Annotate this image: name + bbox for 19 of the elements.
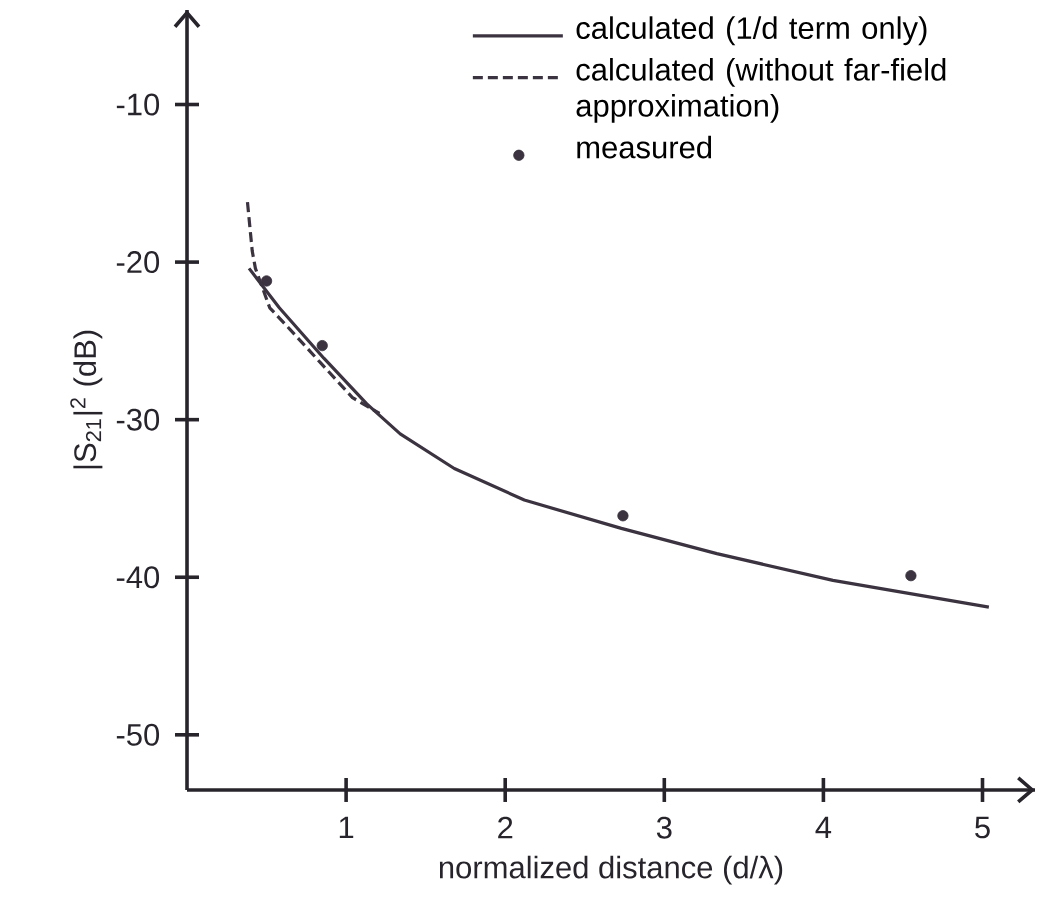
point <box>260 275 273 287</box>
point <box>617 510 629 522</box>
x-tick-label: 2 <box>498 816 513 839</box>
y-axis-title: |S$_{21}$|$^{2}$ (dB) <box>70 330 103 469</box>
y-tick-label: -40 <box>116 566 160 589</box>
y-tick-label: -20 <box>116 251 160 274</box>
x-tick-label: 1 <box>339 816 354 839</box>
legend-label: calculated (without far-field approximation) <box>576 57 946 123</box>
point <box>905 570 917 582</box>
legend-label: measured <box>577 135 712 159</box>
y-tick-label: -10 <box>116 93 160 116</box>
x-tick-label: 5 <box>975 816 990 839</box>
legend-label: calculated (1/d term only) <box>576 16 927 46</box>
y-tick-label: -30 <box>116 408 160 431</box>
point <box>316 340 328 352</box>
x-tick-label: 3 <box>656 816 672 839</box>
y-tick-label: -50 <box>116 723 160 746</box>
x-tick-label: 4 <box>815 816 832 839</box>
x-axis-title: normalized distance (d/λ) <box>439 855 783 885</box>
